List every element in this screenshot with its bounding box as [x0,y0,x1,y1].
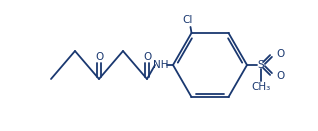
Text: O: O [95,52,103,62]
Text: O: O [276,49,284,59]
Text: NH: NH [153,60,169,70]
Text: Cl: Cl [182,15,193,25]
Text: O: O [276,71,284,81]
Text: S: S [258,60,264,70]
Text: O: O [143,52,151,62]
Text: CH₃: CH₃ [251,82,271,92]
